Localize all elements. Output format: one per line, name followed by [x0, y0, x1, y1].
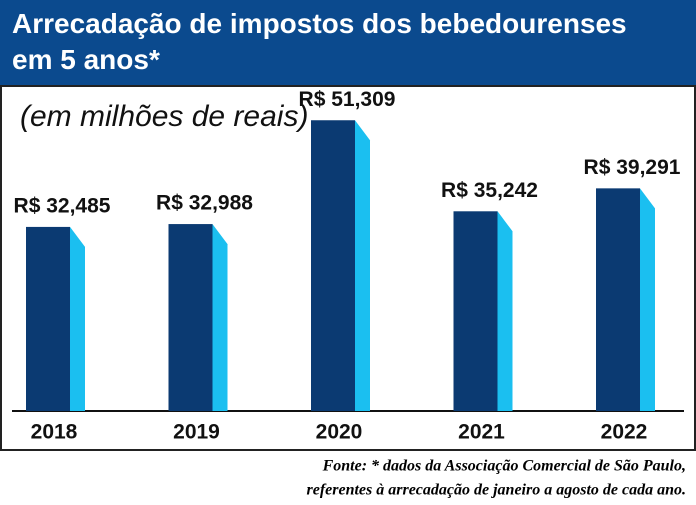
- x-tick-label: 2019: [173, 421, 220, 444]
- bar-side: [355, 120, 370, 412]
- x-tick-label: 2020: [316, 421, 363, 444]
- bar: [453, 211, 498, 411]
- bar: [26, 226, 70, 411]
- source-line: Fonte: * dados da Associação Comercial d…: [322, 458, 686, 475]
- bar: [596, 188, 640, 411]
- bar-side: [497, 211, 513, 411]
- source-line: referentes à arrecadação de janeiro a ag…: [306, 482, 686, 499]
- x-tick-label: 2022: [601, 421, 648, 444]
- x-tick-label: 2021: [458, 421, 505, 444]
- value-label: R$ 35,242: [441, 179, 538, 202]
- title-band: Arrecadação de impostos dos bebedourense…: [0, 0, 696, 86]
- bar-side: [212, 224, 228, 411]
- bar-side: [70, 226, 85, 411]
- x-tick-label: 2018: [31, 421, 78, 444]
- bar: [311, 120, 355, 412]
- subtitle: (em milhões de reais): [20, 100, 308, 133]
- value-label: R$ 39,291: [584, 156, 681, 179]
- bar: [168, 224, 213, 411]
- value-label: R$ 32,485: [14, 194, 111, 217]
- bar-side: [640, 188, 655, 411]
- chart-title: Arrecadação de impostos dos bebedourense…: [12, 8, 627, 75]
- value-label: R$ 51,309: [299, 88, 396, 111]
- chart-frame: [0, 85, 696, 451]
- value-label: R$ 32,988: [156, 192, 253, 215]
